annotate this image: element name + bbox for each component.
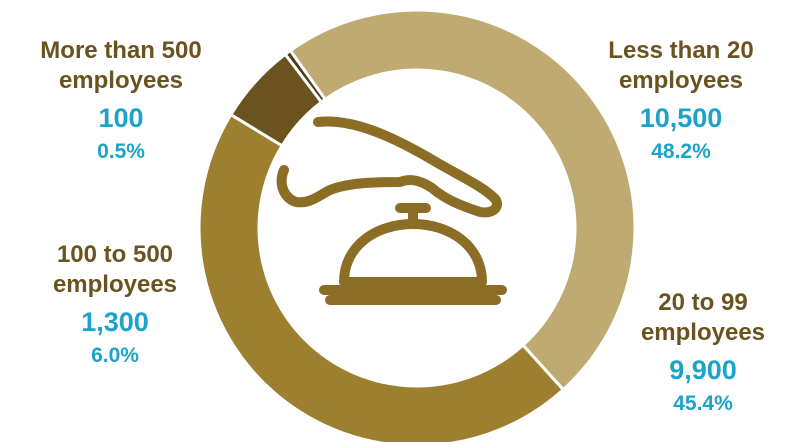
label-name-line2: employees [618, 67, 744, 94]
label-value: 1,300 [81, 307, 149, 337]
slice-more-than-500 [283, 48, 328, 105]
label-value: 9,900 [669, 355, 737, 385]
label-name-line1: 100 to 500 [56, 241, 174, 268]
label-name-line2: employees [52, 271, 178, 298]
service-bell-hand-icon [276, 116, 507, 305]
label-name-line2: employees [640, 319, 766, 346]
donut-slices [197, 8, 637, 442]
label-percent: 6.0% [91, 343, 139, 367]
label-less-than-20: Less than 20 employees 10,500 48.2% [576, 36, 786, 165]
slice-less-than-20 [288, 8, 637, 392]
label-value: 100 [98, 103, 144, 133]
label-100-to-500: 100 to 500 employees 1,300 6.0% [20, 240, 210, 369]
label-percent: 45.4% [673, 391, 733, 415]
label-20-to-99: 20 to 99 employees 9,900 45.4% [620, 288, 786, 417]
label-percent: 0.5% [97, 139, 145, 163]
label-name-line2: employees [58, 67, 184, 94]
label-name-line1: Less than 20 [608, 37, 754, 64]
label-name-line1: More than 500 [40, 37, 202, 64]
label-percent: 48.2% [651, 139, 711, 163]
label-more-than-500: More than 500 employees 100 0.5% [8, 36, 234, 165]
slice-20-to-99 [197, 112, 566, 442]
label-value: 10,500 [639, 103, 723, 133]
label-name-line1: 20 to 99 [658, 289, 748, 316]
